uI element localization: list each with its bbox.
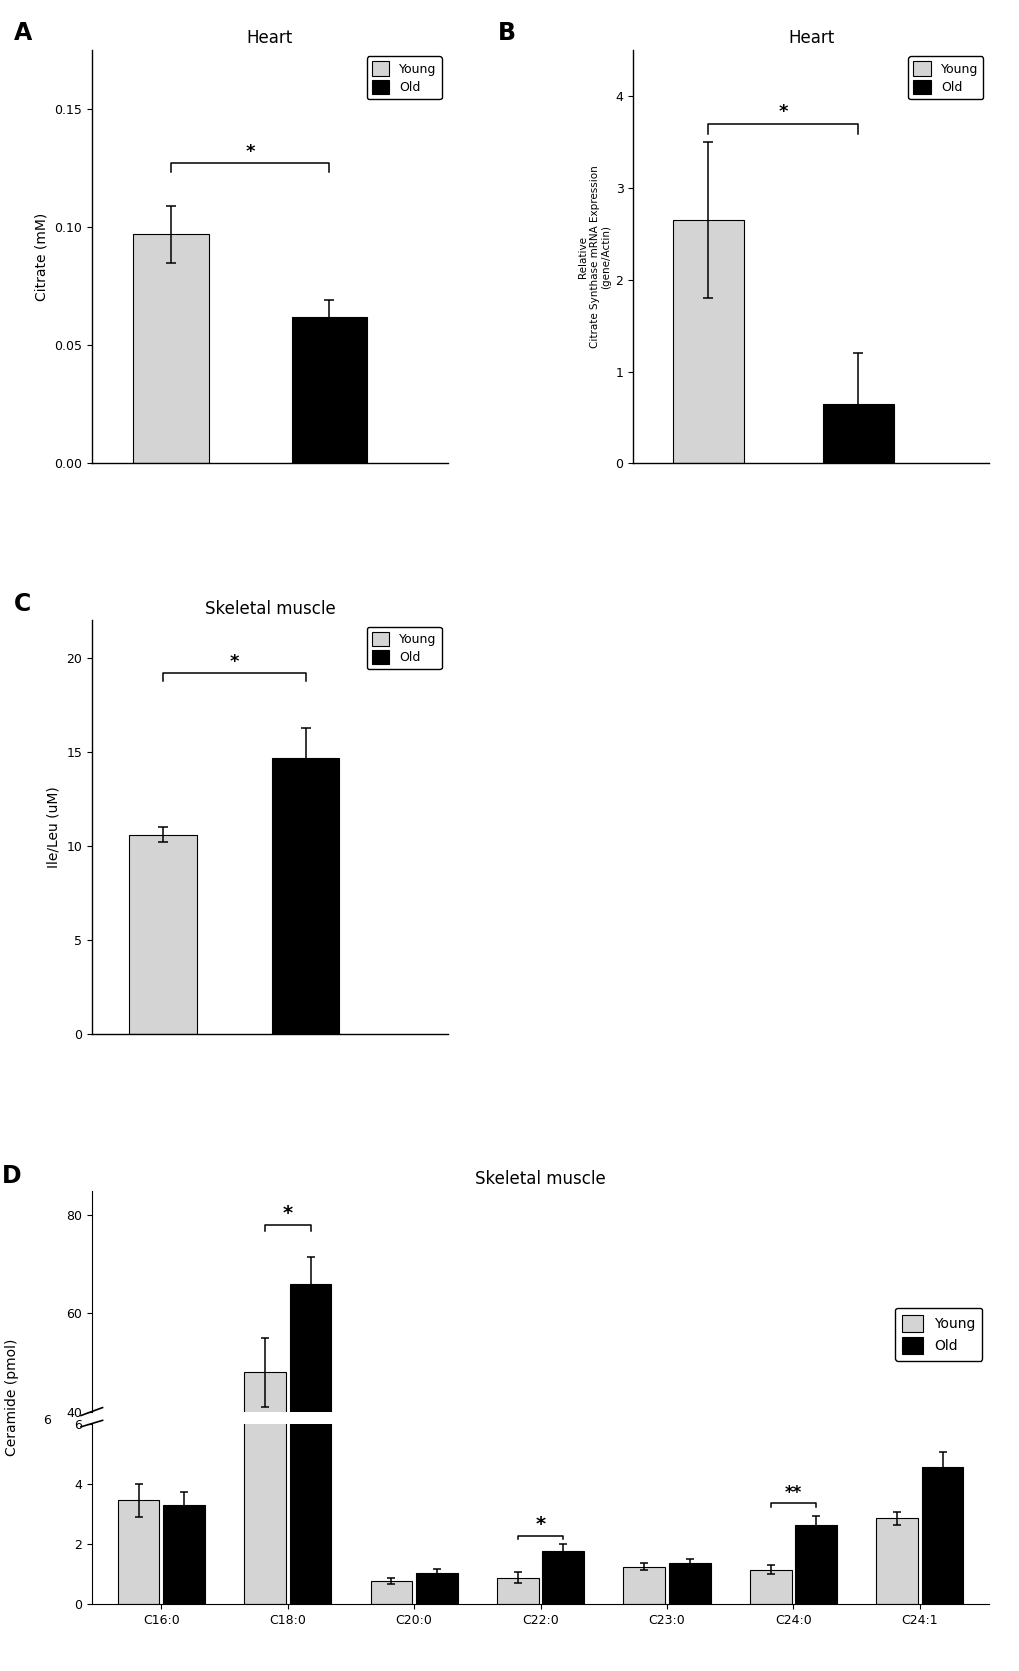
Legend: Young, Old: Young, Old [895, 1308, 981, 1360]
Bar [244, 160, 285, 1604]
Bar [289, 1283, 331, 1608]
Text: Ceramide (pmol): Ceramide (pmol) [5, 1338, 19, 1455]
Text: A: A [13, 22, 32, 45]
Bar [668, 1562, 710, 1604]
Bar [370, 1604, 412, 1608]
Bar [623, 1601, 664, 1608]
Text: 6: 6 [44, 1414, 51, 1427]
Bar [921, 1586, 963, 1608]
Bar [496, 1604, 538, 1608]
Text: C: C [13, 592, 31, 615]
Bar [163, 1591, 205, 1608]
Text: *: * [535, 1516, 545, 1534]
Text: **: ** [784, 1484, 801, 1502]
Bar [117, 1501, 159, 1604]
Bar [117, 1591, 159, 1608]
Bar [623, 1566, 664, 1604]
Bar [542, 1551, 584, 1604]
Bar [921, 1467, 963, 1604]
Bar [416, 1602, 458, 1608]
Text: *: * [229, 653, 238, 670]
Text: *: * [777, 102, 787, 120]
Bar [875, 1519, 917, 1604]
Bar [163, 1506, 205, 1604]
Text: *: * [246, 144, 255, 160]
Text: *: * [282, 1205, 292, 1223]
Bar [821, 404, 893, 463]
Bar [289, 0, 331, 1604]
Bar [795, 1526, 837, 1604]
Bar [795, 1594, 837, 1608]
Bar [416, 1572, 458, 1604]
Legend: Young, Old: Young, Old [367, 627, 441, 670]
Title: Heart: Heart [788, 28, 834, 47]
Text: D: D [2, 1165, 21, 1188]
Bar [542, 1599, 584, 1608]
Bar [496, 1577, 538, 1604]
Bar [749, 1602, 791, 1608]
Bar [672, 221, 743, 463]
Legend: Young, Old: Young, Old [907, 57, 982, 99]
Bar [271, 757, 339, 1034]
Text: B: B [497, 22, 516, 45]
Bar [291, 317, 367, 463]
Legend: Young, Old: Young, Old [367, 57, 441, 99]
Y-axis label: Citrate (mM): Citrate (mM) [35, 212, 49, 301]
Bar [133, 234, 208, 463]
Bar [749, 1569, 791, 1604]
Bar [370, 1581, 412, 1604]
Bar [244, 1372, 285, 1608]
Title: Heart: Heart [247, 28, 292, 47]
Y-axis label: Relative
Citrate Synthase mRNA Expression
(gene/Actin): Relative Citrate Synthase mRNA Expressio… [578, 165, 610, 348]
Bar [129, 834, 197, 1034]
Title: Skeletal muscle: Skeletal muscle [475, 1170, 605, 1188]
Bar [668, 1601, 710, 1608]
Bar [875, 1594, 917, 1608]
Title: Skeletal muscle: Skeletal muscle [205, 600, 335, 618]
Y-axis label: Ile/Leu (uM): Ile/Leu (uM) [47, 787, 60, 867]
